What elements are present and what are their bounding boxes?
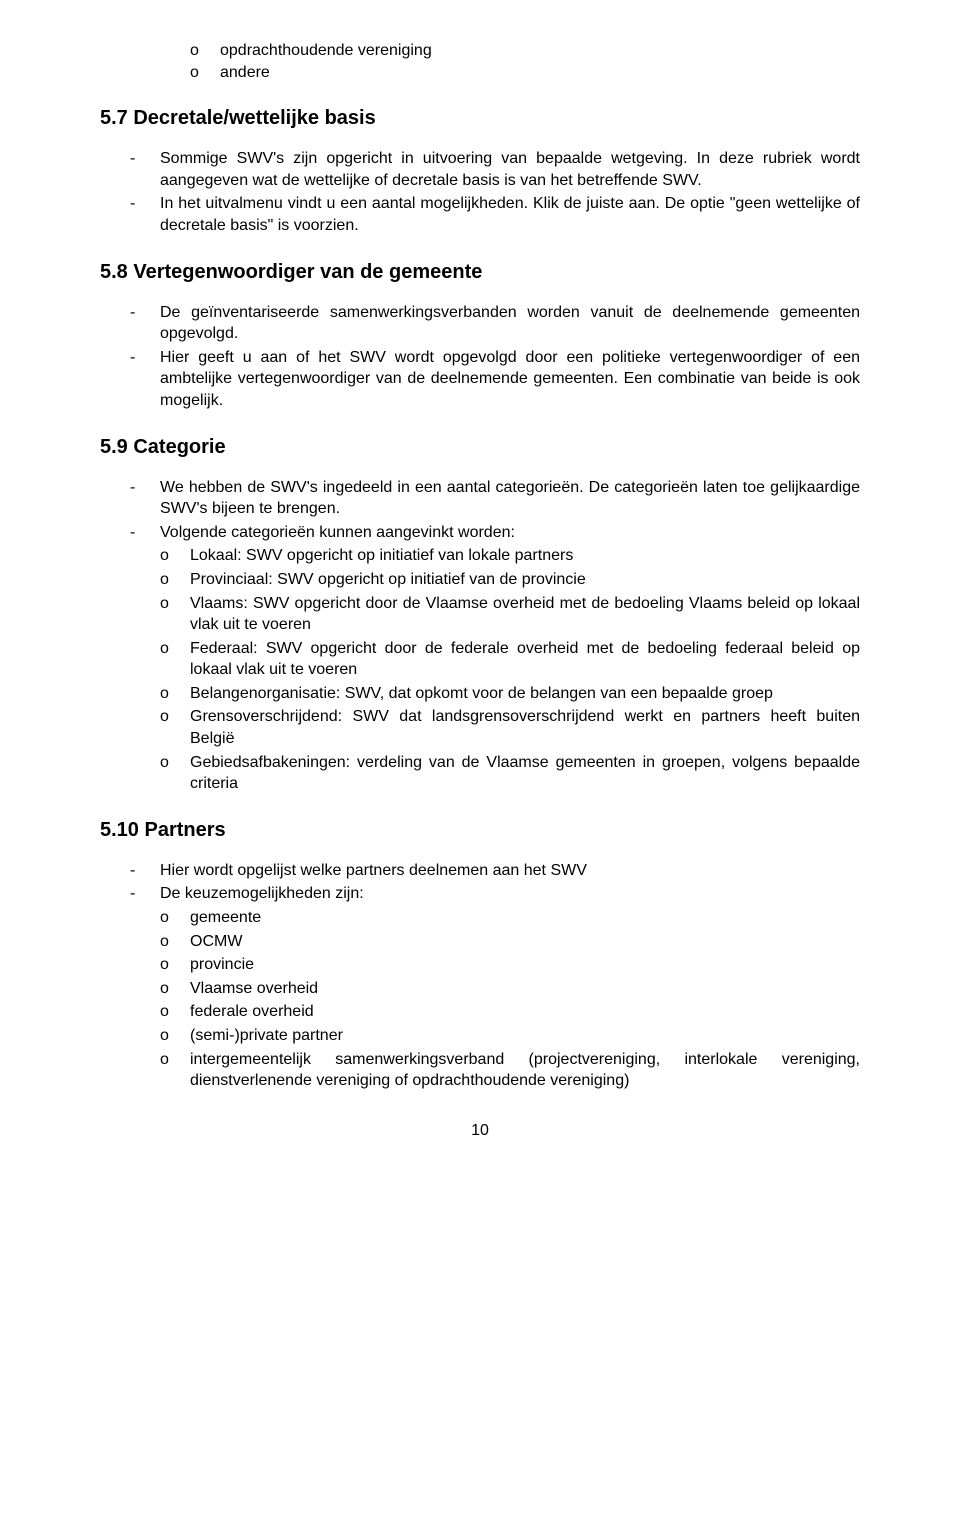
list-text: Gebiedsafbakeningen: verdeling van de Vl… xyxy=(190,752,860,795)
section-heading-59: 5.9 Categorie xyxy=(100,436,860,459)
dash-marker: - xyxy=(130,860,160,882)
list-item: - Sommige SWV's zijn opgericht in uitvoe… xyxy=(130,148,860,191)
document-page: o opdrachthoudende vereniging o andere 5… xyxy=(0,0,960,1180)
dash-marker: - xyxy=(130,883,160,905)
page-number: 10 xyxy=(100,1122,860,1140)
list-text: In het uitvalmenu vindt u een aantal mog… xyxy=(160,193,860,236)
list-text: Vlaamse overheid xyxy=(190,978,860,1000)
dash-marker: - xyxy=(130,477,160,520)
list-text: Sommige SWV's zijn opgericht in uitvoeri… xyxy=(160,148,860,191)
bullet-marker: o xyxy=(190,62,220,84)
list-text: Grensoverschrijdend: SWV dat landsgrenso… xyxy=(190,706,860,749)
list-text: We hebben de SWV's ingedeeld in een aant… xyxy=(160,477,860,520)
dash-marker: - xyxy=(130,522,160,544)
list-text: Hier wordt opgelijst welke partners deel… xyxy=(160,860,860,882)
list-text: Hier geeft u aan of het SWV wordt opgevo… xyxy=(160,347,860,412)
bullet-marker: o xyxy=(160,931,190,953)
section-heading-57: 5.7 Decretale/wettelijke basis xyxy=(100,107,860,130)
bullet-marker: o xyxy=(160,954,190,976)
list-item: oFederaal: SWV opgericht door de federal… xyxy=(160,638,860,681)
section-57-list: - Sommige SWV's zijn opgericht in uitvoe… xyxy=(130,148,860,236)
list-text: De keuzemogelijkheden zijn: xyxy=(160,883,860,905)
list-item: - De geïnventariseerde samenwerkingsverb… xyxy=(130,302,860,345)
list-item: oprovincie xyxy=(160,954,860,976)
section-510-list: - Hier wordt opgelijst welke partners de… xyxy=(130,860,860,1092)
section-59-sublist: oLokaal: SWV opgericht op initiatief van… xyxy=(160,545,860,795)
list-text: Vlaams: SWV opgericht door de Vlaamse ov… xyxy=(190,593,860,636)
list-text: Federaal: SWV opgericht door de federale… xyxy=(190,638,860,681)
bullet-marker: o xyxy=(160,1049,190,1092)
list-text: gemeente xyxy=(190,907,860,929)
dash-marker: - xyxy=(130,148,160,191)
list-text: opdrachthoudende vereniging xyxy=(220,40,860,62)
bullet-marker: o xyxy=(160,1025,190,1047)
bullet-marker: o xyxy=(160,978,190,1000)
dash-marker: - xyxy=(130,347,160,412)
list-item: - Hier geeft u aan of het SWV wordt opge… xyxy=(130,347,860,412)
list-item: - In het uitvalmenu vindt u een aantal m… xyxy=(130,193,860,236)
section-heading-58: 5.8 Vertegenwoordiger van de gemeente xyxy=(100,261,860,284)
list-item: - Volgende categorieën kunnen aangevinkt… xyxy=(130,522,860,544)
list-item: oLokaal: SWV opgericht op initiatief van… xyxy=(160,545,860,567)
list-item: oOCMW xyxy=(160,931,860,953)
list-item: oGrensoverschrijdend: SWV dat landsgrens… xyxy=(160,706,860,749)
list-item: ointergemeentelijk samenwerkingsverband … xyxy=(160,1049,860,1092)
bullet-marker: o xyxy=(160,683,190,705)
bullet-marker: o xyxy=(160,1001,190,1023)
list-item: - We hebben de SWV's ingedeeld in een aa… xyxy=(130,477,860,520)
bullet-marker: o xyxy=(160,752,190,795)
list-item: ogemeente xyxy=(160,907,860,929)
list-item: - De keuzemogelijkheden zijn: xyxy=(130,883,860,905)
list-item: oBelangenorganisatie: SWV, dat opkomt vo… xyxy=(160,683,860,705)
list-item: oProvinciaal: SWV opgericht op initiatie… xyxy=(160,569,860,591)
bullet-marker: o xyxy=(160,569,190,591)
list-text: OCMW xyxy=(190,931,860,953)
bullet-marker: o xyxy=(160,545,190,567)
list-text: De geïnventariseerde samenwerkingsverban… xyxy=(160,302,860,345)
list-text: Volgende categorieën kunnen aangevinkt w… xyxy=(160,522,860,544)
list-text: intergemeentelijk samenwerkingsverband (… xyxy=(190,1049,860,1092)
section-heading-510: 5.10 Partners xyxy=(100,819,860,842)
list-text: federale overheid xyxy=(190,1001,860,1023)
list-item: o andere xyxy=(190,62,860,84)
bullet-marker: o xyxy=(160,907,190,929)
list-text: (semi-)private partner xyxy=(190,1025,860,1047)
bullet-marker: o xyxy=(160,593,190,636)
list-item: o(semi-)private partner xyxy=(160,1025,860,1047)
bullet-marker: o xyxy=(160,638,190,681)
list-text: provincie xyxy=(190,954,860,976)
section-58-list: - De geïnventariseerde samenwerkingsverb… xyxy=(130,302,860,412)
bullet-marker: o xyxy=(160,706,190,749)
dash-marker: - xyxy=(130,193,160,236)
list-item: oVlaamse overheid xyxy=(160,978,860,1000)
dash-marker: - xyxy=(130,302,160,345)
list-item: oVlaams: SWV opgericht door de Vlaamse o… xyxy=(160,593,860,636)
section-510-sublist: ogemeente oOCMW oprovincie oVlaamse over… xyxy=(160,907,860,1092)
section-59-list: - We hebben de SWV's ingedeeld in een aa… xyxy=(130,477,860,795)
list-item: - Hier wordt opgelijst welke partners de… xyxy=(130,860,860,882)
list-item: o opdrachthoudende vereniging xyxy=(190,40,860,62)
top-sublist: o opdrachthoudende vereniging o andere xyxy=(190,40,860,83)
list-item: oGebiedsafbakeningen: verdeling van de V… xyxy=(160,752,860,795)
list-text: andere xyxy=(220,62,860,84)
list-text: Belangenorganisatie: SWV, dat opkomt voo… xyxy=(190,683,860,705)
bullet-marker: o xyxy=(190,40,220,62)
list-item: ofederale overheid xyxy=(160,1001,860,1023)
list-text: Lokaal: SWV opgericht op initiatief van … xyxy=(190,545,860,567)
list-text: Provinciaal: SWV opgericht op initiatief… xyxy=(190,569,860,591)
